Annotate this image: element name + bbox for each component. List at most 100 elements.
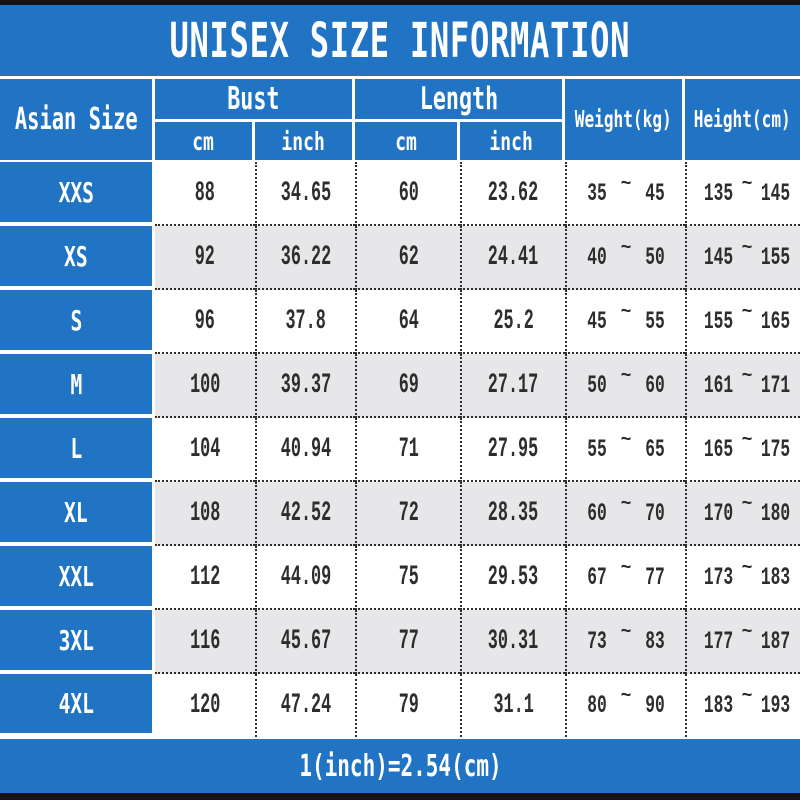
header-height: Height(cm)	[685, 79, 800, 160]
divider	[0, 160, 800, 162]
bust-inch-cell: 34.65	[255, 162, 355, 226]
height-range-cell: 155 ~165	[685, 290, 800, 354]
height-range-cell: 173 ~183	[685, 546, 800, 610]
size-label-cell: M	[0, 354, 155, 418]
table-row-xxs: XXS 88 34.65 60 23.62 35 ~45 135 ~145	[0, 162, 800, 226]
tilde-separator: ~	[620, 300, 632, 324]
bottom-black-bar	[0, 793, 800, 800]
size-label-cell: XXS	[0, 162, 155, 226]
size-label-cell: 3XL	[0, 610, 155, 674]
bust-inch-cell: 40.94	[255, 418, 355, 482]
bust-cm-cell: 92	[155, 226, 255, 290]
height-range-cell: 135 ~145	[685, 162, 800, 226]
tilde-separator: ~	[741, 172, 753, 196]
length-inch-cell: 30.31	[460, 610, 565, 674]
bust-inch-cell: 45.67	[255, 610, 355, 674]
bust-inch-cell: 36.22	[255, 226, 355, 290]
size-label-cell: XXL	[0, 546, 155, 610]
weight-range-cell: 35 ~45	[565, 162, 685, 226]
height-range-cell: 145 ~155	[685, 226, 800, 290]
tilde-separator: ~	[620, 556, 632, 580]
length-inch-cell: 27.17	[460, 354, 565, 418]
bust-cm-cell: 120	[155, 674, 255, 737]
tilde-separator: ~	[741, 300, 753, 324]
weight-range-cell: 73 ~83	[565, 610, 685, 674]
tilde-separator: ~	[741, 236, 753, 260]
length-inch-cell: 23.62	[460, 162, 565, 226]
weight-range-cell: 67 ~77	[565, 546, 685, 610]
table-row-4xl: 4XL 120 47.24 79 31.1 80 ~90 183 ~193	[0, 674, 800, 737]
header-length-group: Length	[355, 79, 565, 119]
header-weight: Weight(kg)	[565, 79, 685, 160]
table-row-3xl: 3XL 116 45.67 77 30.31 73 ~83 177 ~187	[0, 610, 800, 674]
bust-inch-cell: 39.37	[255, 354, 355, 418]
header-asian-size: Asian Size	[0, 79, 155, 160]
length-cm-cell: 64	[355, 290, 460, 354]
length-cm-cell: 72	[355, 482, 460, 546]
length-cm-cell: 71	[355, 418, 460, 482]
length-cm-cell: 79	[355, 674, 460, 737]
length-cm-cell: 69	[355, 354, 460, 418]
bust-inch-cell: 44.09	[255, 546, 355, 610]
bust-inch-cell: 42.52	[255, 482, 355, 546]
table-row-xs: XS 92 36.22 62 24.41 40 ~50 145 ~155	[0, 226, 800, 290]
weight-range-cell: 55 ~65	[565, 418, 685, 482]
length-inch-cell: 31.1	[460, 674, 565, 737]
table-header: Asian Size Bust Length Weight(kg) Height…	[0, 79, 800, 160]
tilde-separator: ~	[741, 556, 753, 580]
table-row-xxl: XXL 112 44.09 75 29.53 67 ~77 173 ~183	[0, 546, 800, 610]
length-inch-cell: 24.41	[460, 226, 565, 290]
tilde-separator: ~	[741, 620, 753, 644]
length-cm-cell: 75	[355, 546, 460, 610]
bust-inch-cell: 37.8	[255, 290, 355, 354]
bust-cm-cell: 96	[155, 290, 255, 354]
table-body: XXS 88 34.65 60 23.62 35 ~45 135 ~145 XS 9…	[0, 162, 800, 737]
size-label-cell: S	[0, 290, 155, 354]
length-cm-cell: 60	[355, 162, 460, 226]
size-label-cell: XL	[0, 482, 155, 546]
bust-cm-cell: 116	[155, 610, 255, 674]
bust-cm-cell: 88	[155, 162, 255, 226]
height-range-cell: 183 ~193	[685, 674, 800, 737]
length-cm-cell: 62	[355, 226, 460, 290]
tilde-separator: ~	[620, 685, 632, 708]
weight-range-cell: 45 ~55	[565, 290, 685, 354]
bust-cm-cell: 112	[155, 546, 255, 610]
height-range-cell: 161 ~171	[685, 354, 800, 418]
height-range-cell: 170 ~180	[685, 482, 800, 546]
bust-cm-cell: 104	[155, 418, 255, 482]
tilde-separator: ~	[620, 364, 632, 388]
tilde-separator: ~	[620, 236, 632, 260]
conversion-note: 1(inch)=2.54(cm)	[298, 748, 502, 784]
tilde-separator: ~	[741, 364, 753, 388]
length-inch-cell: 29.53	[460, 546, 565, 610]
tilde-separator: ~	[741, 428, 753, 452]
bust-cm-cell: 100	[155, 354, 255, 418]
tilde-separator: ~	[620, 428, 632, 452]
table-row-l: L 104 40.94 71 27.95 55 ~65 165 ~175	[0, 418, 800, 482]
tilde-separator: ~	[741, 492, 753, 516]
tilde-separator: ~	[620, 172, 632, 196]
header-bust-cm: cm	[155, 119, 255, 160]
header-length-cm: cm	[355, 119, 460, 160]
divider	[0, 76, 800, 79]
table-row-s: S 96 37.8 64 25.2 45 ~55 155 ~165	[0, 290, 800, 354]
header-bust-group: Bust	[155, 79, 355, 119]
header-length-inch: inch	[460, 119, 565, 160]
length-inch-cell: 25.2	[460, 290, 565, 354]
size-label-cell: L	[0, 418, 155, 482]
height-range-cell: 165 ~175	[685, 418, 800, 482]
length-inch-cell: 28.35	[460, 482, 565, 546]
weight-range-cell: 60 ~70	[565, 482, 685, 546]
tilde-separator: ~	[741, 685, 753, 708]
footer-bar: 1(inch)=2.54(cm)	[0, 739, 800, 793]
size-label-cell: XS	[0, 226, 155, 290]
top-black-bar	[0, 0, 800, 5]
page-title: UNISEX SIZE INFORMATION	[169, 12, 631, 69]
weight-range-cell: 80 ~90	[565, 674, 685, 737]
table-row-xl: XL 108 42.52 72 28.35 60 ~70 170 ~180	[0, 482, 800, 546]
bust-inch-cell: 47.24	[255, 674, 355, 737]
tilde-separator: ~	[620, 492, 632, 516]
table-row-m: M 100 39.37 69 27.17 50 ~60 161 ~171	[0, 354, 800, 418]
